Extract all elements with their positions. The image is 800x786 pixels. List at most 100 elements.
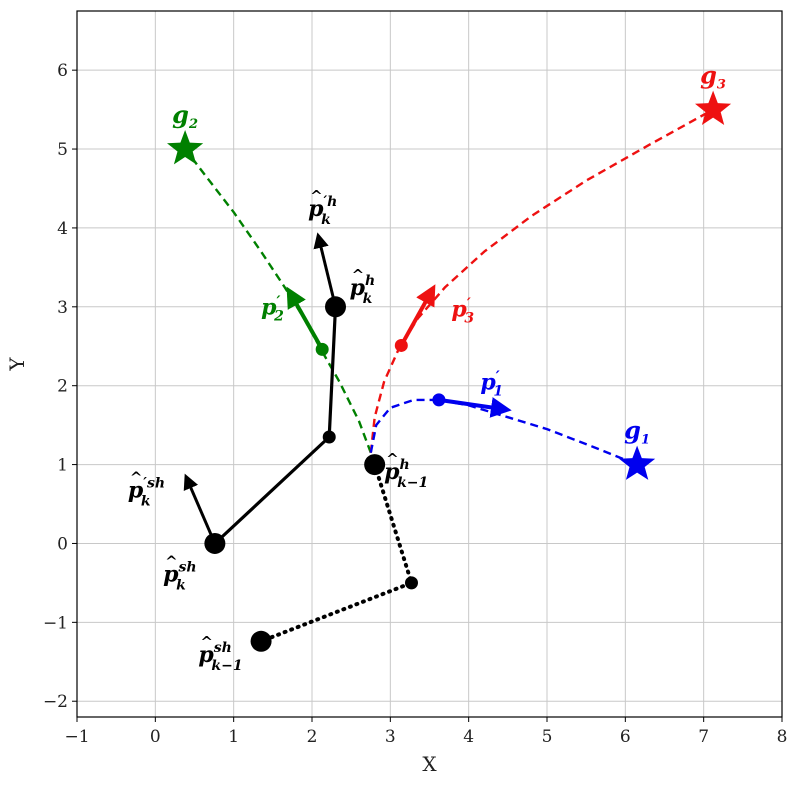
direction-arrows: [183, 232, 512, 545]
direction-arrow: [183, 473, 217, 545]
tick-label-y: 3: [57, 298, 68, 318]
tick-label-x: −1: [64, 727, 89, 747]
annotation-hat: ^: [386, 450, 399, 468]
tick-label-y: 6: [57, 61, 68, 81]
joint-point-large: [325, 296, 346, 318]
goal-label: g1: [624, 416, 650, 448]
annotation-sup: h: [365, 273, 375, 289]
annotation-hat: ^: [352, 266, 365, 284]
goal-label-sub: 1: [641, 433, 650, 448]
joint-point-large: [204, 532, 226, 554]
intermediate-point: [394, 338, 408, 352]
joint-point-large: [250, 630, 272, 652]
joint-point-large: [364, 454, 386, 476]
annotation-label: ^p′sh k: [128, 469, 165, 510]
tick-label-x: 4: [463, 727, 474, 747]
tick-label-y: 0: [57, 534, 68, 554]
tick-label-x: 2: [307, 727, 318, 747]
human-previous-line: [259, 462, 414, 644]
annotation-sup: sh: [214, 640, 232, 656]
annotation-base: p: [384, 459, 400, 485]
predicted-path-p2: [184, 148, 372, 454]
annotation-label: ^psh k−1: [198, 633, 242, 674]
annotation-hat: ^: [200, 633, 213, 651]
tick-label-y: 5: [57, 140, 68, 160]
tick-label-x: 8: [777, 727, 788, 747]
direction-arrow: [313, 232, 337, 308]
goal-star: [695, 90, 732, 125]
annotation-prime: ′: [496, 368, 500, 386]
annotation-sub: k: [363, 291, 373, 307]
annotation-base: p: [308, 196, 324, 222]
plot-frame: [76, 10, 783, 718]
direction-arrow: [286, 286, 324, 351]
annotation-sub: k−1: [211, 658, 242, 674]
annotation-prime: ′: [276, 293, 280, 311]
annotation-sub: 1: [493, 384, 503, 400]
tick-label-x: 5: [542, 727, 553, 747]
goal-star: [167, 130, 204, 165]
direction-arrow: [399, 284, 436, 347]
axis-ticks: −1 0 1 2 3 4 5 6 7 8 −2 −1 0 1 2 3 4 5 6: [43, 61, 787, 747]
tick-label-x: 6: [620, 727, 631, 747]
annotation-label: ^ph k−1: [384, 450, 428, 491]
grid-lines: [76, 11, 783, 717]
tick-label-y: −2: [43, 692, 68, 712]
annotation-base: p: [350, 275, 366, 301]
tick-label-y: 2: [57, 377, 68, 397]
annotation-hat: ^: [130, 469, 143, 487]
annotation-sub: 2: [273, 309, 284, 325]
y-axis-label: Y: [5, 357, 29, 372]
annotation-base: p: [163, 561, 179, 587]
joint-point-small: [322, 430, 336, 444]
annotation-prime: ′: [467, 294, 471, 312]
intermediate-point: [432, 393, 446, 407]
annotation-label: ^ph k: [350, 266, 376, 307]
annotation-sup: h: [399, 457, 409, 473]
annotation-base: p: [480, 370, 496, 396]
annotation-sub: k−1: [397, 475, 428, 491]
marker-points: [204, 296, 446, 652]
goal-label: g2: [172, 100, 198, 132]
annotation-base: p: [261, 295, 277, 321]
annotation-hat: ^: [165, 552, 178, 570]
annotation-sub: 3: [464, 310, 474, 326]
goal-label: g3: [700, 61, 726, 93]
annotation-label: ^p′h k: [308, 187, 337, 228]
annotation-label: p′ 3: [451, 294, 474, 326]
goal-label-sub: 2: [188, 117, 198, 132]
direction-arrow: [438, 397, 512, 418]
tick-label-x: 7: [698, 727, 709, 747]
annotation-sup: ′sh: [143, 476, 165, 492]
annotation-base: p: [451, 296, 467, 322]
annotation-base: p: [198, 642, 214, 668]
joint-point-small: [404, 576, 418, 590]
predicted-path-p3: [369, 108, 714, 453]
annotation-sub: k: [141, 494, 151, 510]
predicted-path-p1: [369, 398, 638, 466]
tick-label-x: 1: [228, 727, 239, 747]
intermediate-point: [315, 342, 329, 356]
annotation-base: p: [128, 478, 144, 504]
predicted-paths: [184, 108, 714, 466]
goal-label-sub: 3: [717, 78, 726, 93]
goal-stars: g2 g3 g1: [167, 61, 732, 480]
annotation-label: p′ 1: [480, 368, 503, 400]
annotation-sup: ′h: [323, 194, 337, 210]
annotation-label: p′ 2: [261, 293, 284, 325]
goal-star: [619, 445, 656, 480]
x-axis-label: X: [422, 752, 437, 776]
annotation-sup: sh: [179, 559, 197, 575]
human-skeleton: [213, 306, 414, 644]
tick-label-x: 0: [150, 727, 161, 747]
annotation-hat: ^: [310, 187, 323, 205]
tick-label-x: 3: [385, 727, 396, 747]
annotation-label: ^psh k: [163, 552, 196, 593]
annotation-labels: p′ 2 p′ 3p′ 1^p′h k^ph k^ph k−1^p′sh k^psh k^psh k…: [128, 187, 503, 674]
annotation-sub: k: [321, 212, 331, 228]
annotation-sub: k: [176, 577, 186, 593]
tick-label-y: −1: [43, 613, 68, 633]
tick-label-y: 1: [57, 456, 68, 476]
tick-label-y: 4: [57, 219, 68, 239]
